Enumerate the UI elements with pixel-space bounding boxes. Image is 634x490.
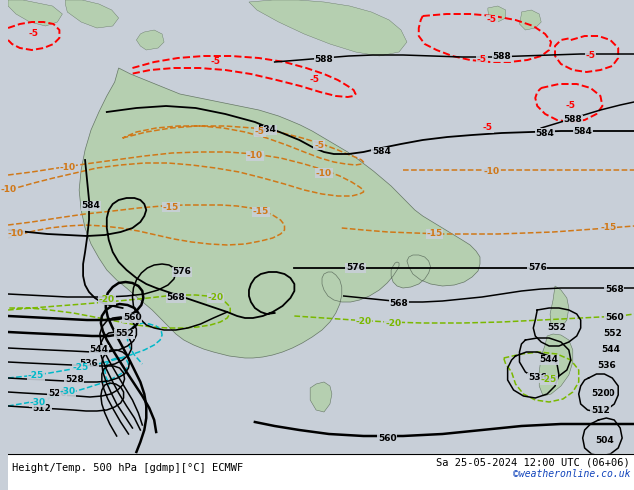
Text: -10: -10: [59, 163, 75, 172]
Text: -25: -25: [28, 371, 44, 381]
Text: Height/Temp. 500 hPa [gdmp][°C] ECMWF: Height/Temp. 500 hPa [gdmp][°C] ECMWF: [12, 463, 243, 473]
Text: ©weatheronline.co.uk: ©weatheronline.co.uk: [512, 469, 630, 479]
Text: 544: 544: [601, 345, 620, 354]
Text: 560: 560: [378, 434, 396, 442]
Text: -15: -15: [253, 207, 269, 217]
Text: -20: -20: [385, 318, 401, 327]
Text: -5: -5: [255, 127, 265, 137]
Text: 560: 560: [605, 314, 624, 322]
Text: Sa 25-05-2024 12:00 UTC (06+06): Sa 25-05-2024 12:00 UTC (06+06): [436, 457, 630, 467]
Text: -20: -20: [99, 295, 115, 304]
Bar: [8, 454, 634, 490]
Text: -5: -5: [586, 51, 595, 60]
Polygon shape: [249, 0, 407, 56]
Text: -20: -20: [207, 294, 223, 302]
Text: -10: -10: [484, 168, 500, 176]
Polygon shape: [8, 0, 62, 26]
Text: -25: -25: [73, 364, 89, 372]
Polygon shape: [550, 286, 569, 330]
Polygon shape: [136, 30, 164, 50]
Text: -10: -10: [247, 151, 263, 161]
Text: 536: 536: [528, 373, 547, 383]
Text: -5: -5: [29, 29, 39, 39]
Text: -5: -5: [309, 75, 319, 84]
Text: -5: -5: [483, 123, 493, 132]
Text: 520: 520: [596, 390, 615, 398]
Text: -5: -5: [487, 16, 497, 24]
Text: 584: 584: [82, 201, 100, 211]
Text: 536: 536: [597, 361, 616, 369]
Text: 512: 512: [32, 403, 51, 413]
Polygon shape: [65, 0, 119, 28]
Text: 536: 536: [80, 360, 98, 368]
Text: 584: 584: [536, 128, 555, 138]
Text: 584: 584: [257, 125, 276, 134]
Text: 588: 588: [493, 52, 511, 62]
Text: 568: 568: [390, 299, 408, 309]
Text: 576: 576: [172, 268, 191, 276]
Text: -25: -25: [541, 375, 557, 385]
Text: 504: 504: [595, 436, 614, 444]
Text: -5: -5: [314, 141, 324, 149]
Polygon shape: [540, 334, 573, 396]
Text: 520: 520: [48, 390, 67, 398]
Polygon shape: [310, 382, 332, 412]
Text: 560: 560: [123, 314, 142, 322]
Text: -15: -15: [163, 202, 179, 212]
Text: -30: -30: [59, 388, 75, 396]
Text: -5: -5: [477, 55, 487, 65]
Text: 552: 552: [115, 329, 134, 339]
Text: 576: 576: [528, 264, 547, 272]
Text: -5: -5: [210, 57, 221, 67]
Text: -5: -5: [566, 101, 576, 111]
Polygon shape: [519, 10, 541, 30]
Text: 528: 528: [65, 375, 84, 385]
Text: 576: 576: [346, 264, 365, 272]
Text: 512: 512: [591, 406, 610, 415]
Text: 544: 544: [540, 356, 559, 365]
Polygon shape: [79, 68, 480, 358]
Text: 544: 544: [89, 345, 108, 354]
Text: -10: -10: [316, 169, 332, 177]
Text: -15: -15: [427, 229, 443, 239]
Text: 520: 520: [591, 390, 610, 398]
Text: 588: 588: [314, 55, 333, 65]
Text: -10: -10: [8, 229, 24, 239]
Polygon shape: [488, 6, 506, 22]
Text: 568: 568: [167, 294, 185, 302]
Text: 568: 568: [605, 286, 624, 294]
Text: 552: 552: [548, 323, 566, 333]
Text: 584: 584: [372, 147, 391, 156]
Text: -10: -10: [0, 186, 16, 195]
Text: -20: -20: [356, 318, 372, 326]
Text: 588: 588: [564, 116, 582, 124]
Text: -15: -15: [600, 223, 616, 232]
Text: 552: 552: [603, 329, 622, 339]
Text: -30: -30: [30, 397, 46, 407]
Text: 584: 584: [573, 127, 592, 137]
